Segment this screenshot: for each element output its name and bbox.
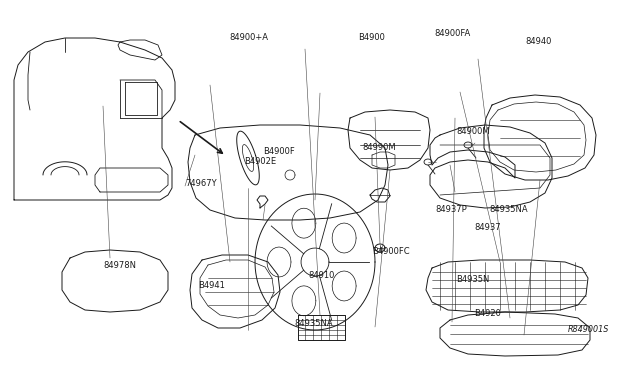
Text: 84935NA: 84935NA (489, 205, 527, 215)
Text: 84910: 84910 (308, 272, 334, 280)
Text: 74967Y: 74967Y (185, 179, 216, 187)
Text: 84935NA: 84935NA (294, 318, 333, 327)
Text: B4900F: B4900F (263, 148, 295, 157)
Text: B4900: B4900 (358, 33, 385, 42)
Text: 84940: 84940 (525, 38, 552, 46)
Text: R849001S: R849001S (568, 326, 609, 334)
Text: B4941: B4941 (198, 282, 225, 291)
Text: 84937: 84937 (474, 224, 500, 232)
Text: 84937P: 84937P (435, 205, 467, 215)
Text: 84990M: 84990M (362, 144, 396, 153)
Text: 84978N: 84978N (103, 260, 136, 269)
Text: 84900+A: 84900+A (229, 33, 268, 42)
Text: 84900M: 84900M (456, 128, 490, 137)
Text: 84900FA: 84900FA (434, 29, 470, 38)
Text: B4935N: B4935N (456, 275, 490, 283)
Text: B4920: B4920 (474, 308, 501, 317)
Text: B4902E: B4902E (244, 157, 276, 166)
Text: B4900FC: B4900FC (372, 247, 410, 256)
